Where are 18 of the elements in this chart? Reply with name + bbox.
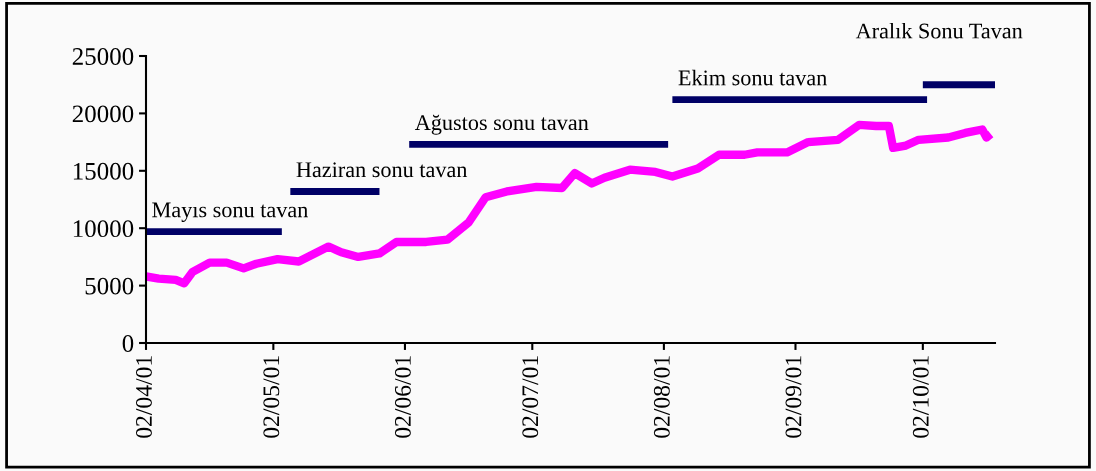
y-tick-label: 5000	[85, 277, 134, 295]
series-label: Mayıs sonu tavan	[152, 202, 308, 222]
x-tick-label: 02/07/01	[522, 356, 539, 438]
y-tick-label: 15000	[73, 162, 134, 180]
x-tick-label: 02/05/01	[263, 356, 280, 438]
y-tick-label: 20000	[72, 105, 134, 123]
series-label: Ağustos sonu tavan	[414, 114, 589, 135]
series-label: Ekim sonu tavan	[678, 69, 827, 86]
series-label: Haziran sonu tavan	[296, 162, 468, 178]
x-tick-label: 02/08/01	[653, 356, 670, 438]
y-tick-label: 0	[122, 335, 134, 352]
x-tick-label: 02/04/01	[135, 356, 152, 438]
x-tick-label: 02/10/01	[912, 356, 929, 438]
text: Aralık Sonu Tavan	[855, 22, 1023, 39]
x-tick-label: 02/09/01	[785, 356, 802, 438]
y-tick-label: 25000	[72, 48, 134, 65]
y-tick-label: 10000	[73, 220, 134, 238]
x-tick-label: 02/06/01	[394, 356, 411, 438]
